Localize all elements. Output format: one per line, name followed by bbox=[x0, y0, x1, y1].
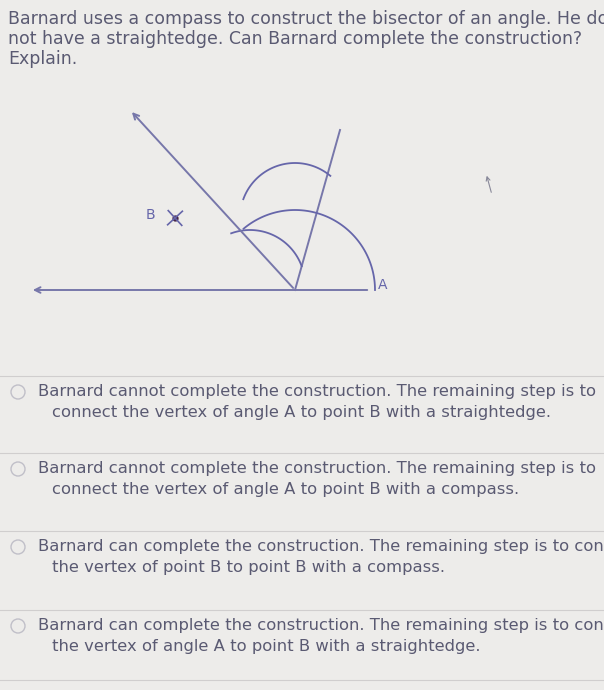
Text: Barnard cannot complete the construction. The remaining step is to: Barnard cannot complete the construction… bbox=[38, 384, 596, 399]
Text: the vertex of point ​B​ to point ​B​ with a compass.: the vertex of point ​B​ to point ​B​ wit… bbox=[52, 560, 445, 575]
Text: Barnard uses a compass to construct the bisector of an angle. He does: Barnard uses a compass to construct the … bbox=[8, 10, 604, 28]
Text: connect the vertex of angle ​A​ to point ​B​ with a compass.: connect the vertex of angle ​A​ to point… bbox=[52, 482, 519, 497]
Text: not have a straightedge. Can Barnard complete the construction?: not have a straightedge. Can Barnard com… bbox=[8, 30, 582, 48]
Text: Barnard can complete the construction. The remaining step is to connect: Barnard can complete the construction. T… bbox=[38, 618, 604, 633]
Text: A: A bbox=[378, 278, 388, 292]
Text: Barnard can complete the construction. The remaining step is to connect: Barnard can complete the construction. T… bbox=[38, 539, 604, 554]
Text: connect the vertex of angle ​A​ to point ​B​ with a straightedge.: connect the vertex of angle ​A​ to point… bbox=[52, 405, 551, 420]
Text: Barnard cannot complete the construction. The remaining step is to: Barnard cannot complete the construction… bbox=[38, 461, 596, 476]
Text: the vertex of angle ​A​ to point ​B​ with a straightedge.: the vertex of angle ​A​ to point ​B​ wit… bbox=[52, 639, 481, 654]
Text: Explain.: Explain. bbox=[8, 50, 77, 68]
Text: B: B bbox=[146, 208, 155, 222]
